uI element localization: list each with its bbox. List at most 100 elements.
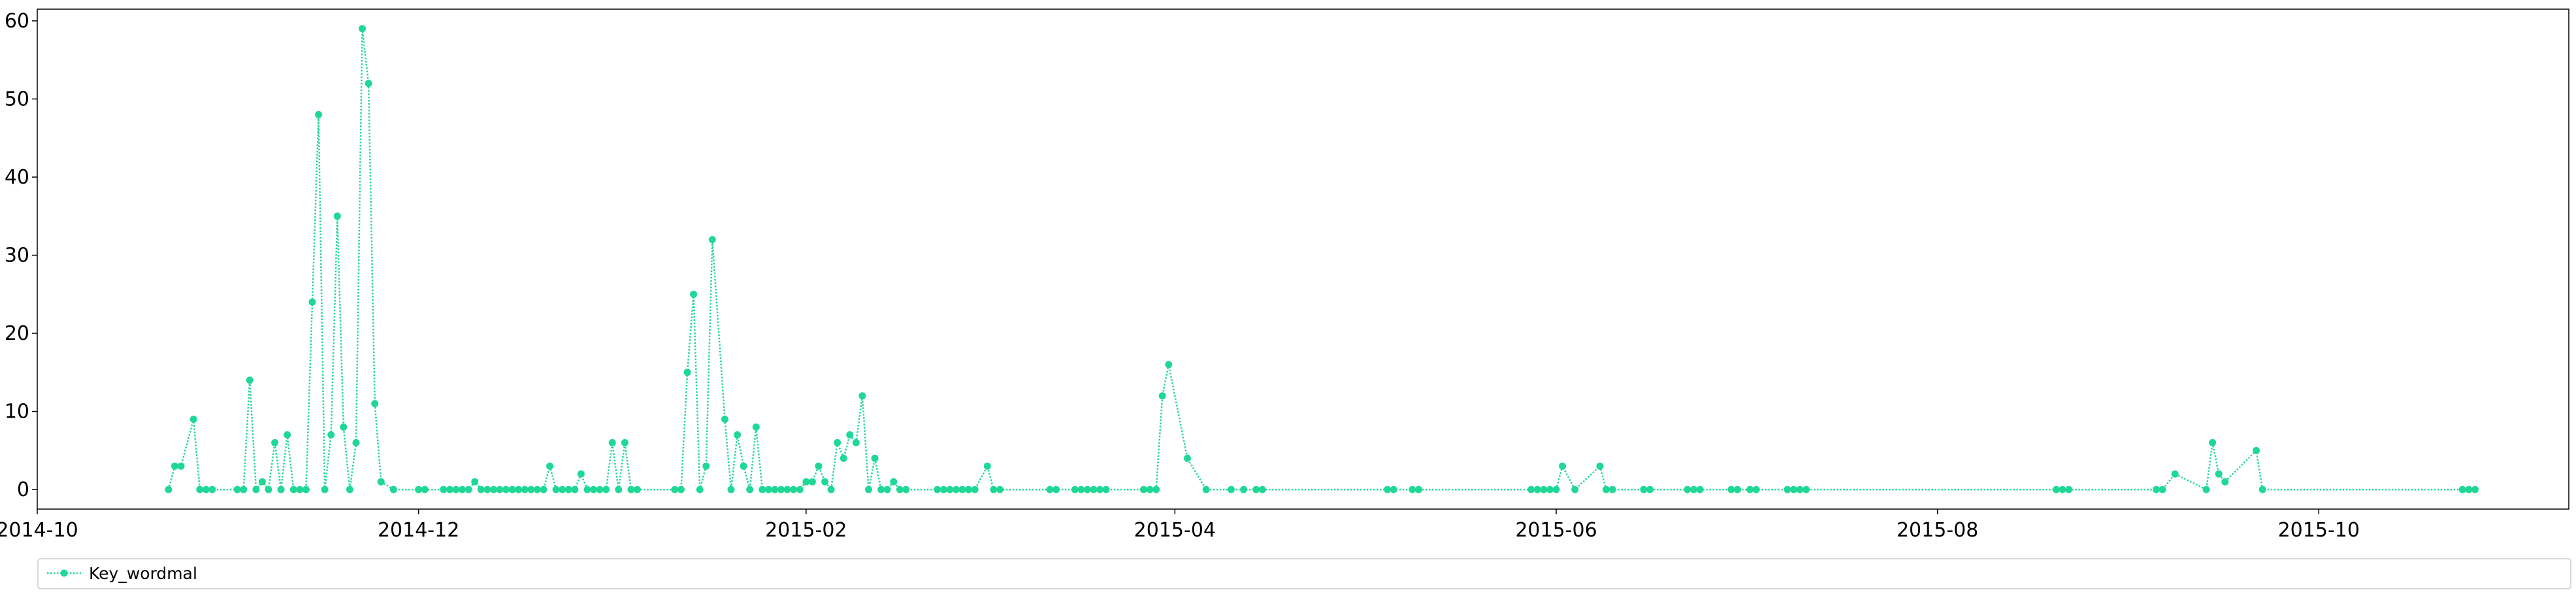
data-point <box>902 486 910 493</box>
data-point <box>1784 486 1791 493</box>
data-point <box>858 392 866 400</box>
data-point <box>1390 486 1397 493</box>
data-point <box>834 439 841 446</box>
data-point <box>389 486 397 493</box>
data-point <box>871 454 879 462</box>
data-point <box>1096 486 1103 493</box>
data-point <box>459 486 466 493</box>
data-point <box>971 486 979 493</box>
data-point <box>552 486 560 493</box>
data-point <box>996 486 1003 493</box>
y-tick-label: 30 <box>5 244 29 267</box>
data-point <box>877 486 885 493</box>
data-point <box>284 431 291 439</box>
data-point <box>896 486 904 493</box>
data-point <box>1533 486 1541 493</box>
data-point <box>446 486 453 493</box>
data-point <box>2059 486 2066 493</box>
data-point <box>2171 470 2179 478</box>
y-tick-label: 40 <box>5 166 29 189</box>
data-point <box>346 486 353 493</box>
data-point <box>734 431 742 439</box>
data-point <box>189 416 197 423</box>
data-point <box>2258 486 2266 493</box>
data-point <box>783 486 791 493</box>
data-point <box>2253 446 2260 454</box>
data-point <box>1409 486 1416 493</box>
data-point <box>2065 486 2073 493</box>
data-point <box>1184 454 1191 462</box>
data-point <box>1727 486 1735 493</box>
data-point <box>421 486 429 493</box>
data-point <box>508 486 516 493</box>
data-point <box>571 486 579 493</box>
data-point <box>602 486 610 493</box>
data-point <box>2465 486 2473 493</box>
data-point <box>702 462 710 470</box>
data-point <box>352 439 360 446</box>
data-point <box>502 486 510 493</box>
data-point <box>490 486 497 493</box>
data-point <box>452 486 460 493</box>
data-point <box>440 486 448 493</box>
data-point <box>240 486 248 493</box>
data-point <box>2052 486 2060 493</box>
data-point <box>415 486 423 493</box>
data-point <box>1559 462 1567 470</box>
data-point <box>527 486 535 493</box>
data-point <box>1608 486 1616 493</box>
data-point <box>1090 486 1098 493</box>
data-point <box>865 486 872 493</box>
data-point <box>683 369 691 376</box>
data-point <box>1684 486 1691 493</box>
data-point <box>752 423 760 431</box>
data-point <box>827 486 835 493</box>
data-point <box>533 486 541 493</box>
data-point <box>559 486 566 493</box>
data-point <box>1146 486 1154 493</box>
data-point <box>727 486 735 493</box>
data-point <box>171 462 178 470</box>
data-point <box>2471 486 2479 493</box>
data-point <box>953 486 960 493</box>
data-point <box>796 486 804 493</box>
data-point <box>690 290 698 298</box>
data-point <box>277 486 285 493</box>
data-point <box>1802 486 1810 493</box>
data-point <box>1052 486 1060 493</box>
data-point <box>1165 361 1173 369</box>
data-point <box>1240 486 1248 493</box>
data-point <box>890 478 898 486</box>
data-point <box>2159 486 2166 493</box>
data-point <box>802 478 810 486</box>
data-point <box>590 486 597 493</box>
legend-label-key-wordmal: Key_wordmal <box>89 564 197 583</box>
data-point <box>621 439 628 446</box>
data-point <box>608 439 616 446</box>
data-point <box>1571 486 1579 493</box>
x-tick-label: 2014-12 <box>378 519 459 542</box>
data-point <box>1415 486 1422 493</box>
data-point <box>483 486 491 493</box>
data-point <box>708 236 716 244</box>
data-point <box>515 486 523 493</box>
data-point <box>1690 486 1697 493</box>
data-point <box>1540 486 1548 493</box>
legend-frame <box>37 558 2571 589</box>
data-point <box>365 80 372 88</box>
legend: Key_wordmal <box>37 558 2571 589</box>
data-point <box>477 486 485 493</box>
x-tick-label: 2015-10 <box>2278 519 2360 542</box>
data-point <box>815 462 823 470</box>
data-point <box>327 431 335 439</box>
data-point <box>1140 486 1147 493</box>
data-point <box>265 486 272 493</box>
data-point <box>1158 392 1166 400</box>
data-point <box>1552 486 1560 493</box>
data-point <box>1202 486 1210 493</box>
data-point <box>958 486 966 493</box>
x-tick-label: 2015-02 <box>765 519 847 542</box>
data-point <box>540 486 547 493</box>
